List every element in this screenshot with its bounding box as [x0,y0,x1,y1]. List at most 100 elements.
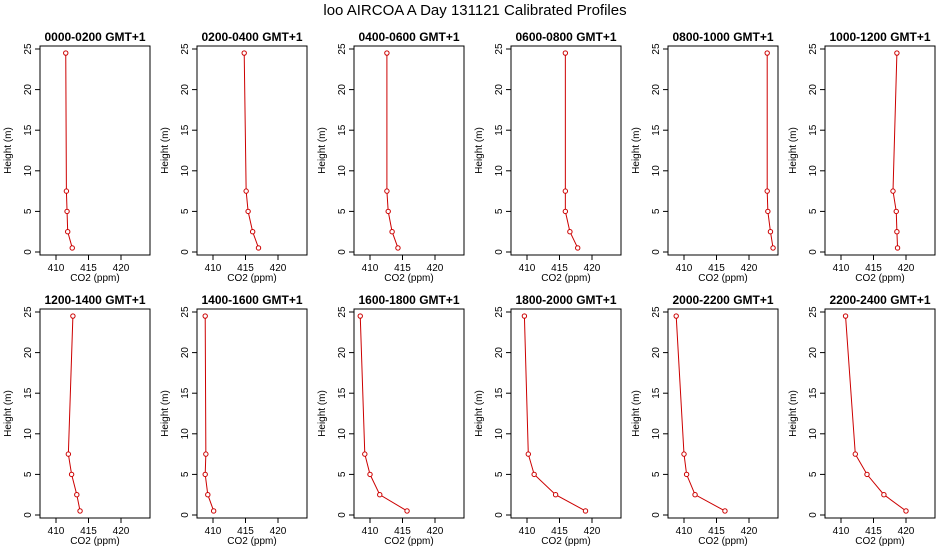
y-tick-label: 15 [651,387,662,399]
x-tick-label: 410 [519,263,536,274]
y-tick-label: 15 [494,387,505,399]
data-point [68,471,75,478]
data-point [74,492,80,498]
x-tick-label: 410 [676,526,693,537]
data-point [63,50,69,56]
panel-title: 0000-0200 GMT+1 [44,30,145,44]
y-tick-label: 20 [337,347,348,359]
data-point [842,313,849,319]
panel-title: 1400-1600 GMT+1 [201,293,302,307]
panel-title: 1800-2000 GMT+1 [515,293,616,307]
data-point [65,229,71,235]
x-axis-label: CO2 (ppm) [541,536,590,547]
y-axis-label: Height (m) [3,390,14,437]
x-axis-label: CO2 (ppm) [541,273,590,284]
x-tick-label: 420 [270,526,287,537]
panel-title: 1000-1200 GMT+1 [829,30,930,44]
y-tick-label: 15 [808,124,819,136]
y-tick-label: 5 [23,208,34,214]
x-tick-label: 415 [708,263,725,274]
y-tick-label: 15 [651,124,662,136]
data-point [567,229,573,235]
data-point [764,188,770,194]
profile-line [243,53,259,249]
y-tick-label: 20 [494,347,505,359]
data-point [893,208,899,215]
plot-frame [667,45,779,256]
y-tick-label: 5 [23,471,34,477]
data-point [531,471,537,478]
panel-title: 0800-1000 GMT+1 [672,30,773,44]
plot-frame [510,308,622,519]
y-axis-label: Height (m) [788,390,799,437]
x-axis-label: CO2 (ppm) [384,536,433,547]
y-tick-label: 20 [808,347,819,359]
x-tick-label: 420 [898,526,915,537]
plot-frame [824,45,936,256]
y-tick-label: 20 [651,84,662,96]
data-point [681,451,687,457]
data-point [767,229,774,235]
data-point [385,208,391,215]
data-point [770,245,776,251]
y-tick-label: 0 [651,249,662,255]
data-point [77,508,83,514]
y-tick-label: 0 [494,512,505,518]
data-point [395,245,401,251]
y-tick-label: 0 [23,512,34,518]
y-tick-label: 0 [180,249,191,255]
x-tick-label: 415 [237,263,254,274]
data-point [562,208,569,215]
y-tick-label: 10 [180,428,191,440]
y-tick-label: 20 [494,84,505,96]
x-tick-label: 415 [865,526,882,537]
data-point [764,50,770,56]
profile-line [523,316,586,512]
y-axis-label: Height (m) [474,390,485,437]
panel-title: 2000-2200 GMT+1 [672,293,773,307]
x-tick-label: 420 [113,263,130,274]
data-point [202,471,208,478]
plot-frame [353,308,465,519]
y-axis-label: Height (m) [317,390,328,437]
data-point [384,50,390,56]
y-tick-label: 25 [180,43,191,55]
x-tick-label: 420 [741,526,758,537]
plot-frame [667,308,779,519]
y-tick-label: 15 [808,387,819,399]
x-tick-label: 410 [362,526,379,537]
y-tick-label: 20 [180,347,191,359]
data-point [525,451,531,457]
y-tick-label: 20 [23,347,34,359]
y-axis-label: Height (m) [474,127,485,174]
x-axis-label: CO2 (ppm) [384,273,433,284]
plot-frame [39,308,151,519]
x-tick-label: 415 [551,263,568,274]
data-point [63,188,70,194]
y-tick-label: 25 [808,43,819,55]
x-tick-label: 410 [205,526,222,537]
y-axis-label: Height (m) [631,390,642,437]
data-point [562,188,569,194]
y-axis-label: Height (m) [788,127,799,174]
data-point [367,471,373,478]
x-tick-label: 410 [48,263,65,274]
y-tick-label: 5 [808,471,819,477]
y-tick-label: 25 [337,306,348,318]
x-tick-label: 420 [427,526,444,537]
y-tick-label: 25 [23,43,34,55]
y-tick-label: 10 [808,165,819,177]
x-tick-label: 410 [48,526,65,537]
profile-line [766,53,774,249]
profile-line [359,316,408,512]
data-point [202,313,208,319]
x-axis-label: CO2 (ppm) [70,536,119,547]
x-tick-label: 420 [113,526,130,537]
profile-line [892,53,899,248]
x-tick-label: 410 [676,263,693,274]
